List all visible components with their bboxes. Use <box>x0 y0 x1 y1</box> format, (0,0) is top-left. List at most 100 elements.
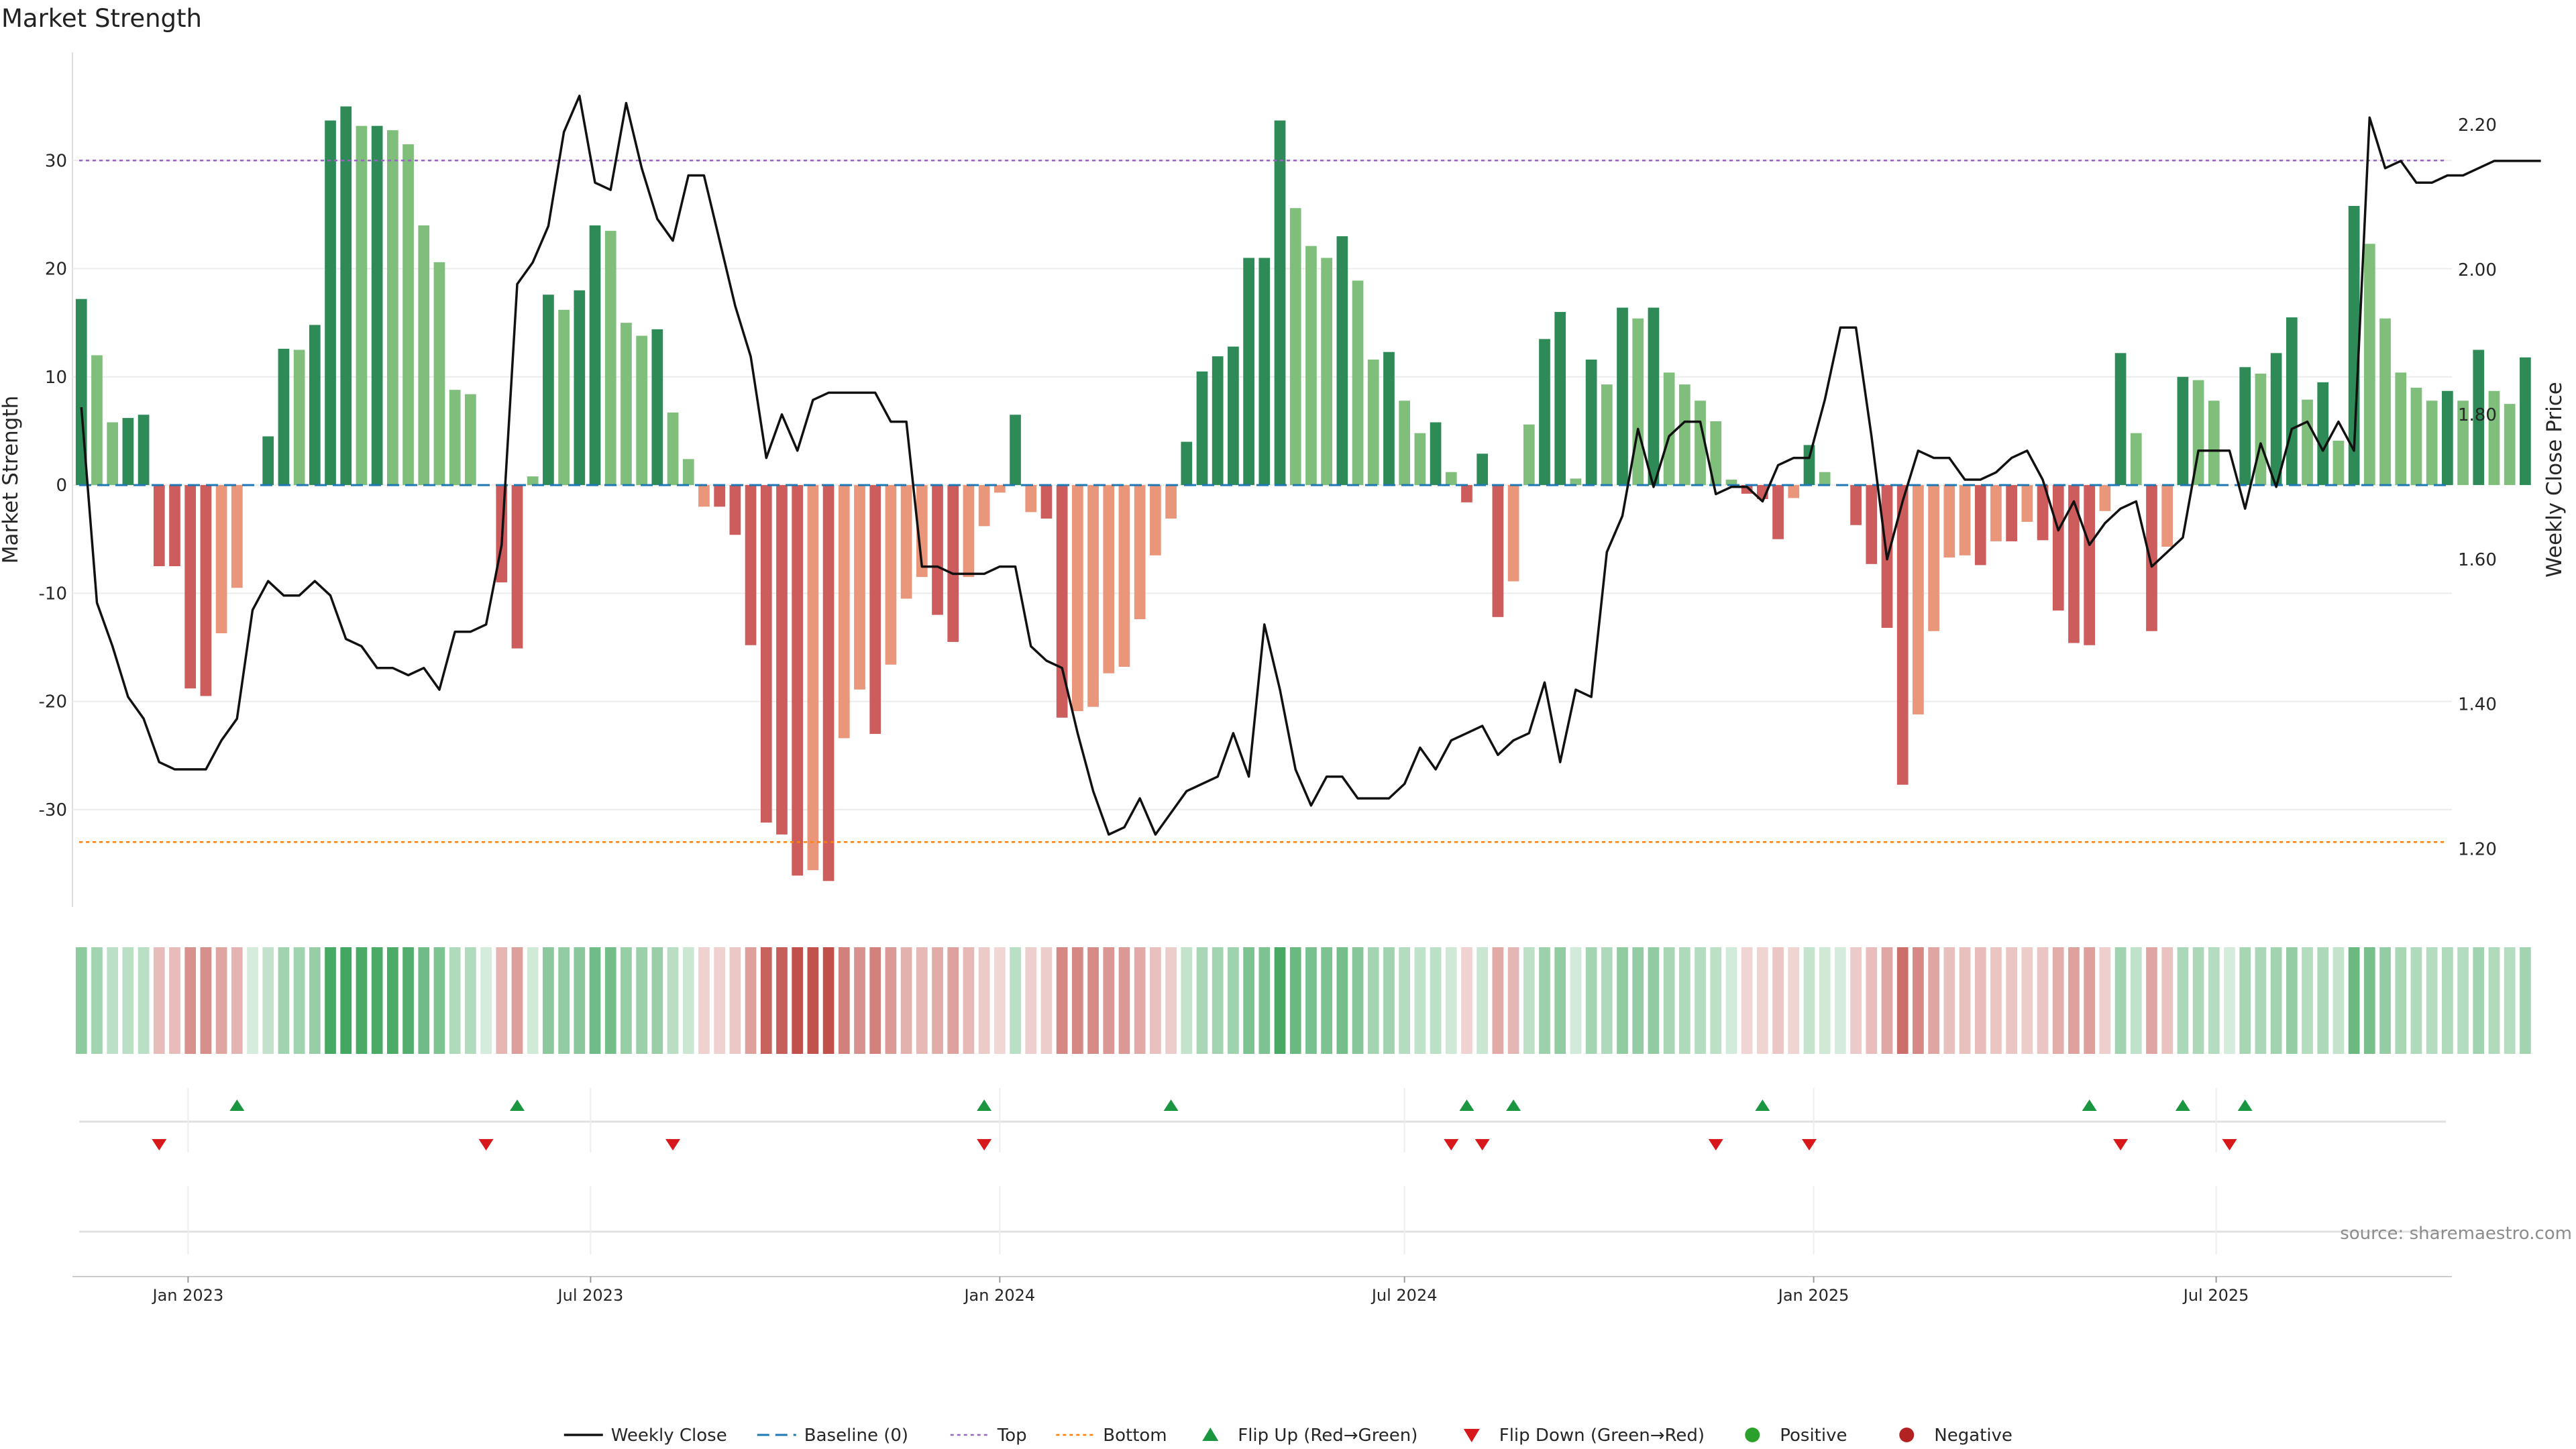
heat-cell <box>1072 947 1083 1054</box>
strength-bar <box>1492 485 1504 617</box>
heat-cell <box>1663 947 1675 1054</box>
strength-bar <box>231 485 243 588</box>
strength-bar <box>2302 399 2313 486</box>
strength-bar <box>1617 307 1628 486</box>
heat-cell <box>309 947 321 1054</box>
left-tick-label: -30 <box>39 800 67 820</box>
source-note: source: sharemaestro.com <box>2340 1224 2572 1244</box>
heat-cell <box>2130 947 2142 1054</box>
heat-cell <box>1010 947 1021 1054</box>
heat-cell <box>215 947 227 1054</box>
heat-cell <box>776 947 788 1054</box>
strength-bar <box>2021 485 2033 522</box>
strength-bar <box>1990 485 2002 541</box>
left-axis-label: Market Strength <box>0 396 23 564</box>
heat-cell <box>2286 947 2298 1054</box>
heat-cell <box>1040 947 1053 1054</box>
heat-cell <box>682 947 694 1054</box>
left-tick-label: -20 <box>39 692 67 712</box>
heat-cell <box>1866 947 1878 1054</box>
heat-cell <box>2037 947 2049 1054</box>
heat-cell <box>1181 947 1193 1054</box>
legend-swatch <box>1463 1429 1480 1442</box>
strength-bar <box>527 476 539 486</box>
heat-cell <box>1274 947 1286 1054</box>
heat-cell <box>356 947 368 1054</box>
heat-cell <box>1165 947 1177 1054</box>
left-tick-label: 30 <box>45 151 67 171</box>
strength-bar <box>1725 480 1737 486</box>
flip-down-marker <box>1801 1139 1817 1150</box>
strength-bar <box>1228 346 1239 486</box>
strength-bar <box>433 262 445 486</box>
strength-bar <box>589 225 601 486</box>
heat-cell <box>1819 947 1831 1054</box>
strength-bar <box>1383 352 1395 486</box>
strength-bar <box>1803 445 1815 486</box>
heat-cell <box>1803 947 1815 1054</box>
strength-bar <box>574 290 586 486</box>
strength-bar <box>153 485 165 567</box>
strength-bar <box>122 418 134 486</box>
strength-bar <box>2426 400 2438 486</box>
heat-cell <box>1056 947 1068 1054</box>
strength-bar <box>792 485 804 876</box>
strength-bar <box>1866 485 1878 564</box>
heat-cell <box>1507 947 1519 1054</box>
heat-cell <box>651 947 663 1054</box>
strength-bar <box>1258 258 1271 486</box>
heat-cell <box>1772 947 1784 1054</box>
heat-cell <box>714 947 726 1054</box>
strength-bar <box>869 485 881 734</box>
heat-cell <box>1539 947 1550 1054</box>
strength-bar <box>1570 478 1582 486</box>
heat-cell <box>807 947 819 1054</box>
heat-cell <box>1741 947 1753 1054</box>
flip-up-marker <box>1755 1099 1770 1111</box>
strength-bar <box>1850 485 1862 525</box>
strength-bar <box>1430 422 1442 486</box>
strength-bar <box>932 485 943 615</box>
heat-cell <box>2114 947 2127 1054</box>
heat-cell <box>1196 947 1208 1054</box>
strength-bar <box>1896 485 1909 785</box>
strength-bar <box>1539 339 1550 486</box>
strength-bar <box>1305 246 1317 486</box>
strength-bar <box>2473 350 2485 486</box>
heat-cell <box>1928 947 1939 1054</box>
strength-bar <box>1974 485 1986 566</box>
heat-cell <box>698 947 710 1054</box>
right-tick-label: 1.20 <box>2458 840 2497 860</box>
heat-cell <box>2021 947 2033 1054</box>
legend-swatch <box>1899 1428 1915 1442</box>
flip-down-marker <box>665 1139 681 1150</box>
strength-bar <box>356 125 368 486</box>
right-axis-label: Weekly Close Price <box>2542 382 2567 578</box>
heat-cell <box>963 947 975 1054</box>
strength-bar <box>729 485 741 535</box>
strength-bar <box>465 394 476 486</box>
chart-title: Market Strength <box>1 4 202 33</box>
legend-label: Flip Down (Green→Red) <box>1499 1426 1705 1446</box>
heat-cell <box>1258 947 1271 1054</box>
heat-cell <box>745 947 757 1054</box>
left-tick-label: 10 <box>45 368 67 388</box>
strength-bar <box>2006 485 2017 541</box>
strength-bar <box>1477 453 1489 486</box>
flip-panel-date-gridlines <box>187 1088 2217 1254</box>
strength-bar <box>1507 485 1519 582</box>
strength-bar <box>2270 353 2282 486</box>
strength-bar <box>2208 400 2220 486</box>
heat-cell <box>2208 947 2220 1054</box>
strength-bar <box>1819 472 1831 486</box>
heat-cell <box>1399 947 1411 1054</box>
heat-cell <box>2161 947 2174 1054</box>
strength-bar <box>963 485 975 578</box>
heat-cell <box>527 947 539 1054</box>
heat-cell <box>433 947 445 1054</box>
strength-bar <box>1289 208 1301 486</box>
strength-bar <box>138 415 150 486</box>
heat-cell <box>667 947 679 1054</box>
strength-bar <box>2457 400 2469 486</box>
strength-bar <box>371 125 383 486</box>
